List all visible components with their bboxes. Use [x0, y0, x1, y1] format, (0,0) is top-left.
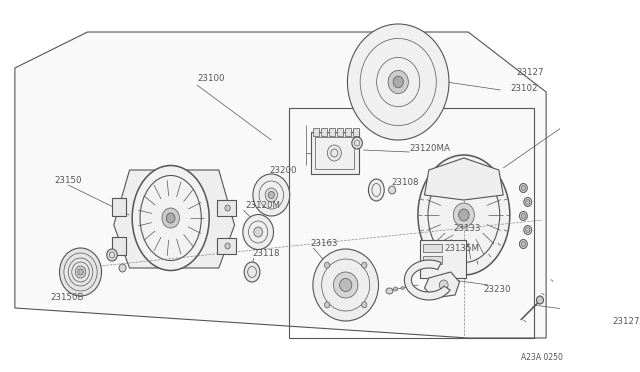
Bar — [353, 128, 359, 136]
Ellipse shape — [418, 155, 510, 275]
Text: 23100: 23100 — [197, 74, 225, 83]
Ellipse shape — [362, 262, 367, 268]
Ellipse shape — [327, 145, 341, 161]
Ellipse shape — [265, 188, 277, 202]
Text: 23120M: 23120M — [245, 201, 280, 209]
Ellipse shape — [78, 269, 83, 275]
Text: 23108: 23108 — [391, 177, 419, 186]
Ellipse shape — [439, 280, 448, 290]
Text: A23A 0250: A23A 0250 — [521, 353, 563, 362]
Text: 23150: 23150 — [54, 176, 82, 185]
Ellipse shape — [524, 225, 532, 234]
Ellipse shape — [324, 302, 330, 308]
Bar — [112, 237, 126, 255]
Polygon shape — [404, 260, 450, 300]
Ellipse shape — [244, 262, 260, 282]
Ellipse shape — [119, 264, 126, 272]
Ellipse shape — [393, 76, 403, 88]
Text: 23102: 23102 — [510, 83, 538, 93]
Polygon shape — [114, 170, 234, 268]
Bar — [310, 132, 359, 174]
Text: 23120MA: 23120MA — [410, 144, 451, 153]
Ellipse shape — [524, 198, 532, 206]
Ellipse shape — [352, 137, 362, 149]
Bar — [315, 137, 353, 169]
Ellipse shape — [253, 174, 290, 216]
Ellipse shape — [386, 288, 393, 294]
Ellipse shape — [520, 212, 527, 221]
Text: 23118: 23118 — [252, 248, 280, 257]
Ellipse shape — [362, 302, 367, 308]
Ellipse shape — [225, 243, 230, 249]
Polygon shape — [424, 272, 460, 298]
Ellipse shape — [459, 209, 469, 221]
Bar — [112, 198, 126, 216]
Ellipse shape — [521, 214, 525, 218]
Ellipse shape — [453, 203, 474, 227]
Bar — [422, 256, 442, 264]
Ellipse shape — [243, 215, 273, 250]
Bar — [345, 128, 351, 136]
Ellipse shape — [107, 249, 117, 261]
Bar — [217, 200, 236, 216]
Text: 23135M: 23135M — [445, 244, 479, 253]
Text: 23230: 23230 — [483, 285, 511, 295]
Ellipse shape — [348, 24, 449, 140]
Ellipse shape — [521, 186, 525, 190]
Bar — [329, 128, 335, 136]
Ellipse shape — [394, 287, 398, 291]
Ellipse shape — [76, 266, 86, 278]
Ellipse shape — [401, 286, 404, 289]
Ellipse shape — [369, 179, 384, 201]
Ellipse shape — [388, 70, 408, 94]
Ellipse shape — [268, 192, 275, 199]
Ellipse shape — [520, 183, 527, 192]
Bar — [217, 238, 236, 254]
Ellipse shape — [388, 186, 396, 194]
Ellipse shape — [521, 241, 525, 247]
Ellipse shape — [166, 213, 175, 223]
Text: 23127A: 23127A — [612, 317, 640, 327]
Ellipse shape — [520, 240, 527, 248]
Text: 23133: 23133 — [453, 224, 481, 232]
Bar — [422, 244, 442, 252]
Ellipse shape — [132, 166, 209, 270]
Bar — [314, 128, 319, 136]
Ellipse shape — [525, 199, 530, 205]
Text: 23150B: 23150B — [51, 294, 84, 302]
Ellipse shape — [60, 248, 102, 296]
Ellipse shape — [340, 279, 352, 292]
Text: 23163: 23163 — [310, 238, 338, 247]
Ellipse shape — [313, 249, 378, 321]
Text: 23200: 23200 — [269, 166, 297, 174]
Bar — [337, 128, 343, 136]
Ellipse shape — [525, 228, 530, 232]
Ellipse shape — [162, 208, 179, 228]
Text: 23127: 23127 — [516, 67, 544, 77]
Bar — [321, 128, 327, 136]
Ellipse shape — [536, 296, 543, 304]
Ellipse shape — [333, 272, 358, 298]
Bar — [420, 240, 466, 278]
Polygon shape — [15, 32, 546, 338]
Polygon shape — [424, 158, 503, 200]
Ellipse shape — [225, 205, 230, 211]
Ellipse shape — [254, 227, 262, 237]
Ellipse shape — [324, 262, 330, 268]
